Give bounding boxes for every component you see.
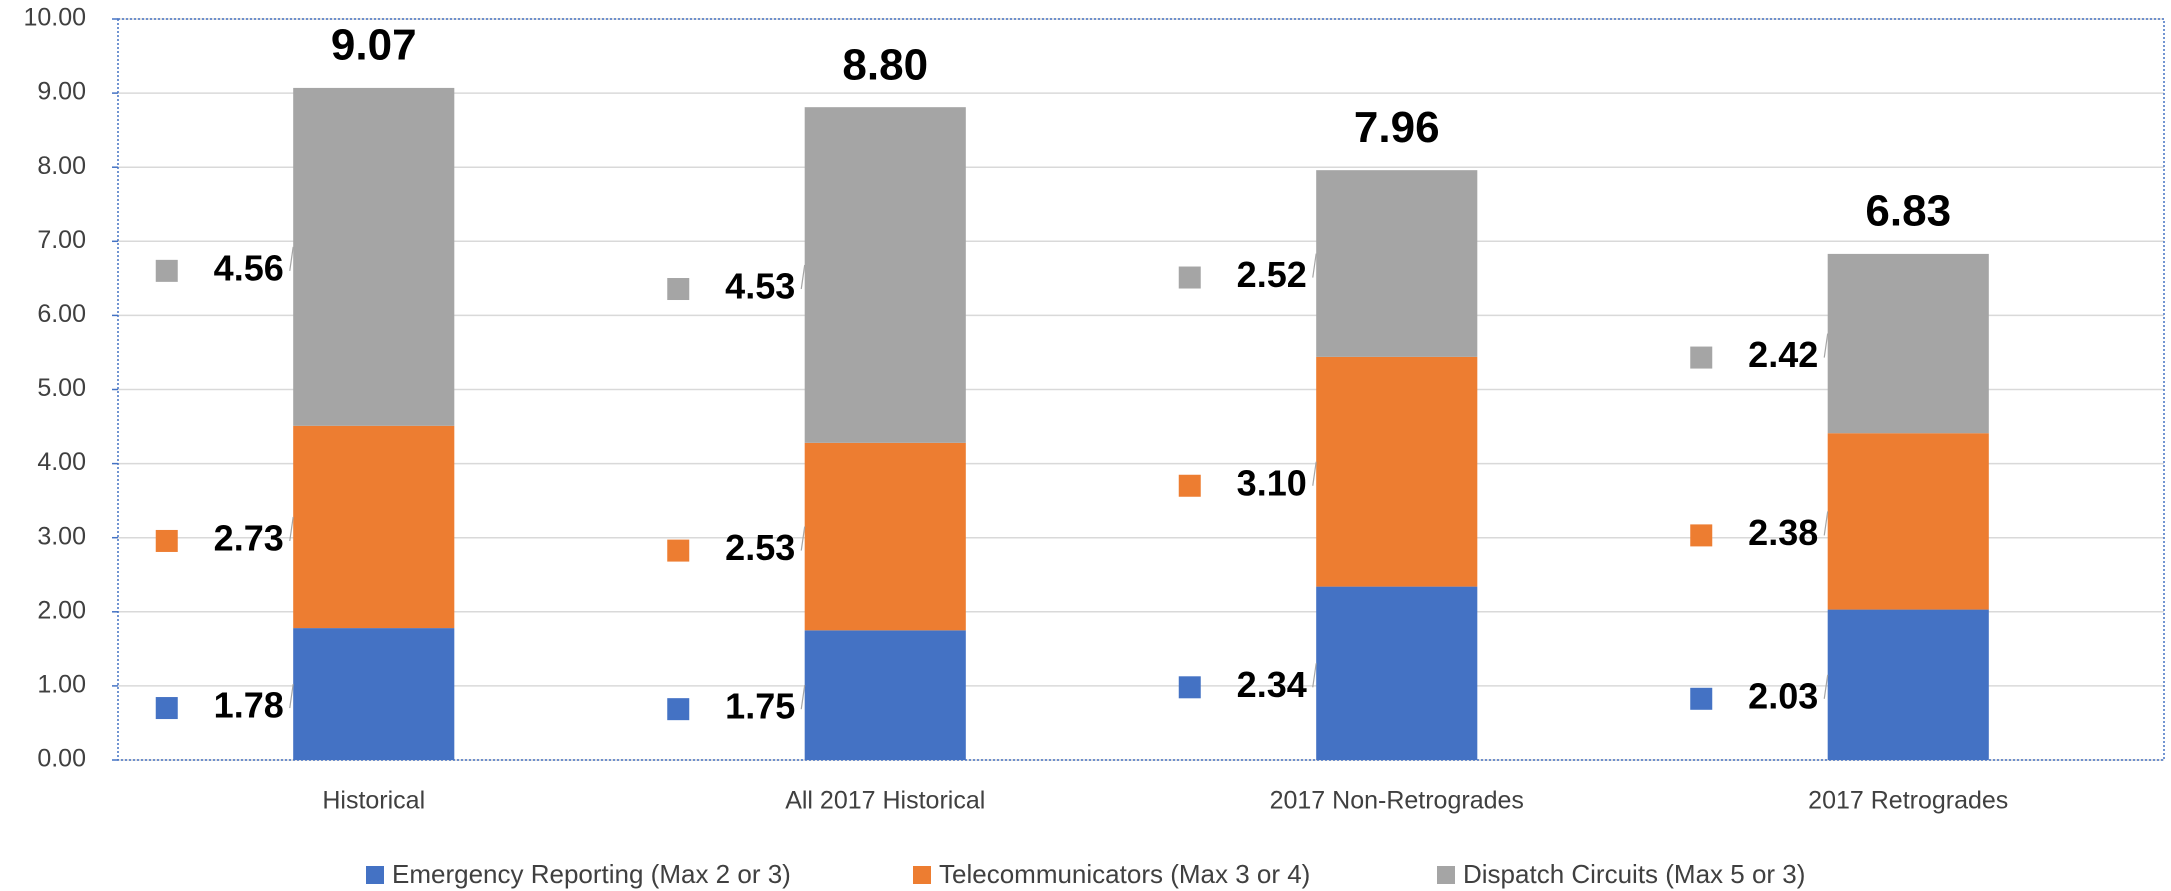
label-key bbox=[1690, 346, 1713, 369]
bar-segment bbox=[293, 87, 455, 426]
y-tick-label: 2.00 bbox=[37, 596, 86, 624]
y-tick-label: 8.00 bbox=[37, 152, 86, 180]
leader-line bbox=[800, 685, 806, 710]
bar-segment bbox=[804, 107, 966, 443]
y-tick-label: 5.00 bbox=[37, 374, 86, 402]
y-tick-label: 4.00 bbox=[37, 448, 86, 476]
data-label: 2.34 bbox=[1237, 664, 1307, 705]
leader-line bbox=[800, 526, 806, 551]
label-key bbox=[155, 697, 178, 720]
total-label: 7.96 bbox=[1354, 103, 1440, 152]
leader-line bbox=[1312, 253, 1317, 278]
bar-segment bbox=[1827, 609, 1989, 760]
label-key bbox=[155, 529, 178, 552]
legend-label: Telecommunicators (Max 3 or 4) bbox=[939, 859, 1310, 889]
y-tick-label: 9.00 bbox=[37, 78, 86, 106]
leader-line bbox=[289, 683, 294, 709]
bar-segment bbox=[1316, 170, 1478, 357]
bar-segment bbox=[1316, 586, 1478, 760]
y-tick-label: 1.00 bbox=[37, 671, 86, 699]
data-label: 4.53 bbox=[725, 266, 795, 307]
label-key bbox=[1690, 687, 1713, 710]
data-label: 2.42 bbox=[1748, 334, 1818, 375]
data-label: 3.10 bbox=[1237, 462, 1307, 503]
data-label: 2.03 bbox=[1748, 675, 1818, 716]
leader-line bbox=[800, 264, 806, 290]
x-tick-label: All 2017 Historical bbox=[785, 787, 985, 815]
legend-label: Emergency Reporting (Max 2 or 3) bbox=[392, 859, 791, 889]
leader-line bbox=[289, 516, 294, 542]
y-tick-label: 3.00 bbox=[37, 522, 86, 550]
bar-segment bbox=[804, 442, 966, 631]
data-label: 2.52 bbox=[1237, 254, 1307, 295]
x-tick-label: 2017 Non-Retrogrades bbox=[1270, 787, 1524, 815]
total-label: 8.80 bbox=[842, 41, 928, 90]
x-tick-label: 2017 Retrogrades bbox=[1808, 787, 2008, 815]
total-label: 9.07 bbox=[331, 21, 417, 70]
leader-line bbox=[1312, 663, 1317, 688]
label-key bbox=[1178, 266, 1201, 289]
legend-swatch bbox=[913, 866, 931, 884]
label-key bbox=[667, 539, 690, 562]
data-label: 1.75 bbox=[725, 686, 795, 727]
label-key bbox=[1178, 474, 1201, 497]
y-tick-label: 0.00 bbox=[37, 745, 86, 773]
legend-swatch bbox=[1437, 866, 1455, 884]
leader-line bbox=[1312, 461, 1317, 486]
x-tick-label: Historical bbox=[322, 787, 425, 815]
leader-line bbox=[1823, 674, 1829, 699]
data-label: 4.56 bbox=[214, 247, 284, 288]
bar-segment bbox=[1827, 253, 1989, 434]
data-label: 2.73 bbox=[214, 517, 284, 558]
leader-line bbox=[1823, 333, 1829, 358]
leader-line bbox=[289, 246, 294, 271]
data-label: 1.78 bbox=[214, 685, 284, 726]
total-label: 6.83 bbox=[1865, 187, 1951, 236]
bar-segment bbox=[1827, 433, 1989, 610]
bar-segment bbox=[293, 425, 455, 629]
legend-swatch bbox=[366, 866, 384, 884]
bar-segment bbox=[1316, 356, 1478, 587]
plot-border bbox=[117, 18, 2165, 761]
label-key bbox=[667, 278, 690, 301]
label-key bbox=[155, 259, 178, 282]
bar-segment bbox=[293, 628, 455, 760]
leader-line bbox=[1823, 511, 1829, 536]
bar-segment bbox=[804, 630, 966, 760]
data-label: 2.38 bbox=[1748, 512, 1818, 553]
label-key bbox=[1178, 676, 1201, 699]
legend-label: Dispatch Circuits (Max 5 or 3) bbox=[1463, 859, 1805, 889]
label-key bbox=[1690, 524, 1713, 547]
label-key bbox=[667, 698, 690, 721]
y-tick-label: 7.00 bbox=[37, 226, 86, 254]
y-tick-label: 10.00 bbox=[23, 4, 86, 32]
data-label: 2.53 bbox=[725, 527, 795, 568]
y-tick-label: 6.00 bbox=[37, 300, 86, 328]
